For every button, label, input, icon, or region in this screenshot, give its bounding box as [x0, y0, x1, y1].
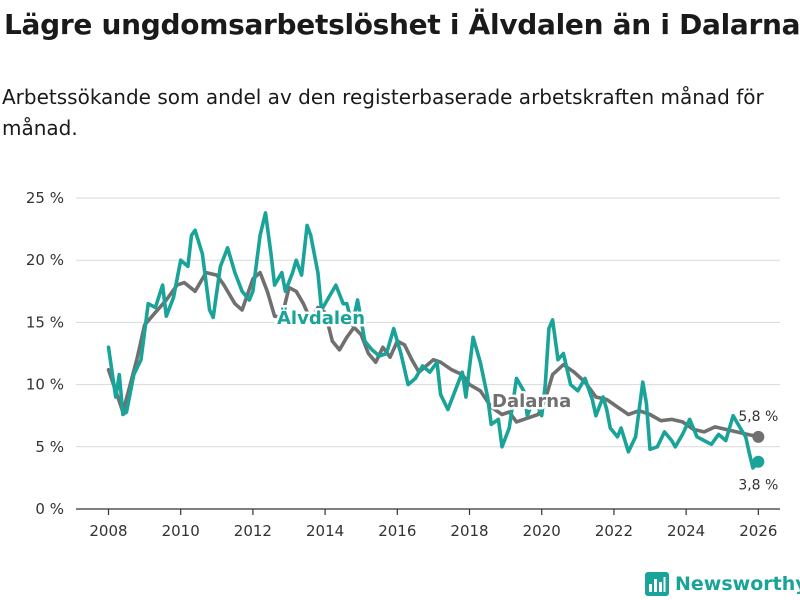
y-tick-label: 25 %: [26, 189, 64, 207]
y-tick-label: 10 %: [26, 376, 64, 394]
series-line-alvdalen: [106, 211, 761, 470]
series-end-point-dalarna: [752, 430, 765, 443]
chart-title: Lägre ungdomsarbetslöshet i Älvdalen än …: [4, 8, 800, 41]
series-end-point-alvdalen: [752, 455, 765, 468]
series-label-alvdalen-halo: Älvdalen: [277, 307, 365, 329]
y-tick-label: 15 %: [26, 313, 64, 331]
series: [106, 211, 765, 470]
newsworthy-logo: Newsworthy: [645, 570, 800, 598]
series-label-alvdalen: Älvdalen: [277, 307, 365, 329]
series-label-dalarna-halo: Dalarna: [492, 391, 571, 412]
bar-chart-icon: [645, 572, 669, 596]
x-tick-label: 2022: [595, 522, 633, 540]
x-tick-label: 2026: [739, 522, 777, 540]
series-end-label-alvdalen: 3,8 %: [738, 478, 778, 494]
y-tick-label: 0 %: [35, 500, 64, 518]
series-end-label-dalarna: 5,8 %: [738, 409, 778, 425]
x-tick-label: 2024: [667, 522, 705, 540]
chart-subtitle: Arbetssökande som andel av den registerb…: [2, 85, 764, 140]
x-tick-label: 2014: [306, 522, 344, 540]
x-tick-label: 2008: [89, 522, 127, 540]
series-line-dalarna: [106, 270, 761, 439]
x-tick-label: 2016: [378, 522, 416, 540]
gridlines: [76, 197, 780, 448]
x-tick-label: 2020: [523, 522, 561, 540]
series-label-dalarna: Dalarna: [492, 391, 571, 412]
logo-text: Newsworthy: [675, 573, 800, 595]
x-tick-label: 2018: [450, 522, 488, 540]
y-tick-label: 20 %: [26, 251, 64, 269]
y-tick-label: 5 %: [35, 438, 64, 456]
axes: 0 % 5 % 10 % 15 % 20 % 25 % 2008 2010 2012 2014 20…: [26, 189, 780, 540]
x-tick-label: 2012: [234, 522, 272, 540]
x-tick-label: 2010: [162, 522, 200, 540]
